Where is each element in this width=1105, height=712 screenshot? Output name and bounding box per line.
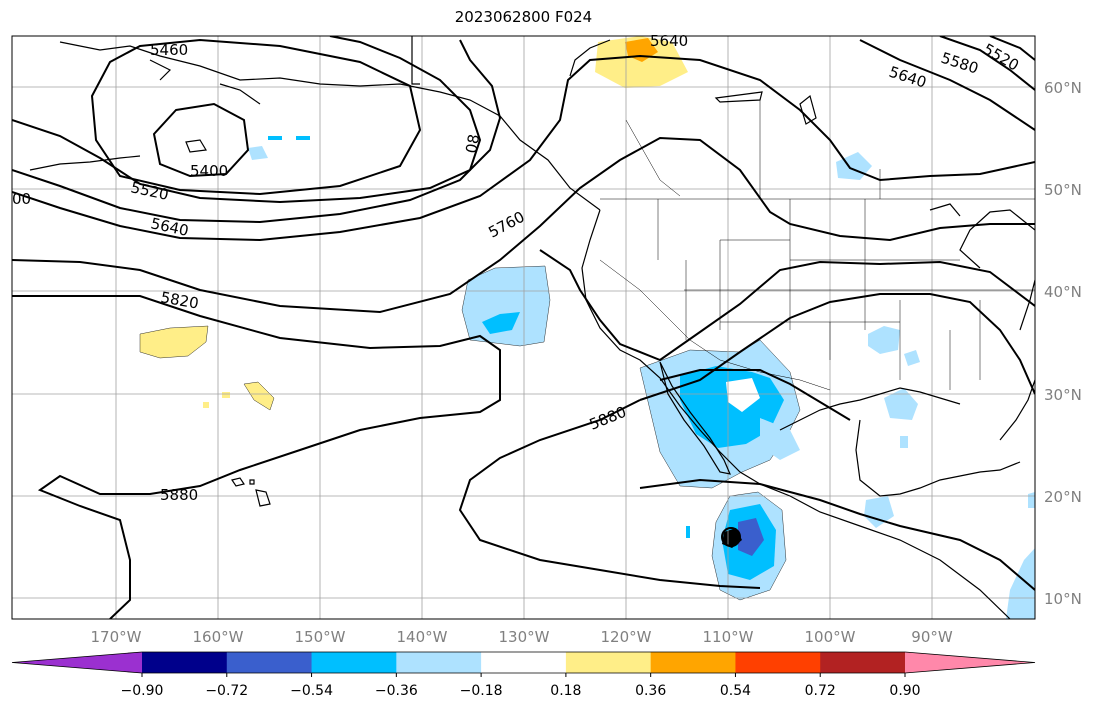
- contour-label: 5460: [150, 41, 188, 59]
- longitude-labels: 170°W 160°W 150°W 140°W 130°W 120°W 110°…: [91, 628, 953, 646]
- colorbar-max-extension: [905, 652, 1035, 673]
- height-contours: [12, 36, 1035, 619]
- contour-label: 5880: [160, 486, 198, 504]
- colorbar-tick-label: 0.18: [550, 683, 581, 699]
- lon-tick-label: 100°W: [805, 628, 856, 646]
- lon-tick-label: 140°W: [397, 628, 448, 646]
- lon-tick-label: 170°W: [91, 628, 142, 646]
- colorbar-tick-label: −0.90: [121, 683, 164, 699]
- anomaly-shading: [139, 36, 1035, 619]
- colorbar-bin: [226, 652, 313, 673]
- colorbar-tick-label: −0.36: [375, 683, 418, 699]
- lat-tick-label: 20°N: [1044, 488, 1082, 506]
- colorbar-tick-label: 0.90: [889, 683, 920, 699]
- colorbar-bin: [142, 652, 228, 673]
- colorbar-bin: [311, 652, 397, 673]
- lat-tick-label: 30°N: [1044, 386, 1082, 404]
- colorbar-bin: [735, 652, 821, 673]
- contour-label: 00: [12, 190, 31, 208]
- contour-label: 5400: [190, 162, 228, 180]
- lon-tick-label: 150°W: [295, 628, 346, 646]
- colorbar-tick-label: 0.72: [805, 683, 836, 699]
- colorbar-bin: [481, 652, 567, 673]
- lat-tick-label: 50°N: [1044, 181, 1082, 199]
- map-frame: [11, 35, 1036, 620]
- contour-label: 5640: [650, 32, 688, 50]
- colorbar: −0.90 −0.72 −0.54 −0.36 −0.18 0.18 0.36 0.54 0.7…: [11, 651, 1036, 699]
- lat-tick-label: 40°N: [1044, 283, 1082, 301]
- contour-label: 08: [462, 133, 483, 155]
- colorbar-tick-label: −0.54: [290, 683, 333, 699]
- lon-tick-label: 90°W: [911, 628, 953, 646]
- lon-tick-label: 160°W: [193, 628, 244, 646]
- map-title: 2023062800 F024: [454, 8, 593, 26]
- colorbar-min-extension: [12, 652, 142, 673]
- lon-tick-label: 120°W: [601, 628, 652, 646]
- colorbar-tick-label: 0.36: [635, 683, 666, 699]
- lon-tick-label: 110°W: [703, 628, 754, 646]
- colorbar-bin: [650, 652, 736, 673]
- colorbar-bin: [820, 652, 906, 673]
- latitude-labels: 60°N 50°N 40°N 30°N 20°N 10°N: [1044, 79, 1082, 608]
- coastlines: [29, 36, 1035, 619]
- colorbar-bin: [396, 652, 482, 673]
- lat-tick-label: 60°N: [1044, 79, 1082, 97]
- lat-tick-label: 10°N: [1044, 590, 1082, 608]
- political-borders: [599, 100, 1035, 391]
- colorbar-tick-label: −0.18: [460, 683, 503, 699]
- colorbar-bin: [565, 652, 652, 673]
- colorbar-tick-label: 0.54: [720, 683, 751, 699]
- graticule: [12, 36, 1035, 619]
- colorbar-tick-label: −0.72: [205, 683, 248, 699]
- lon-tick-label: 130°W: [499, 628, 550, 646]
